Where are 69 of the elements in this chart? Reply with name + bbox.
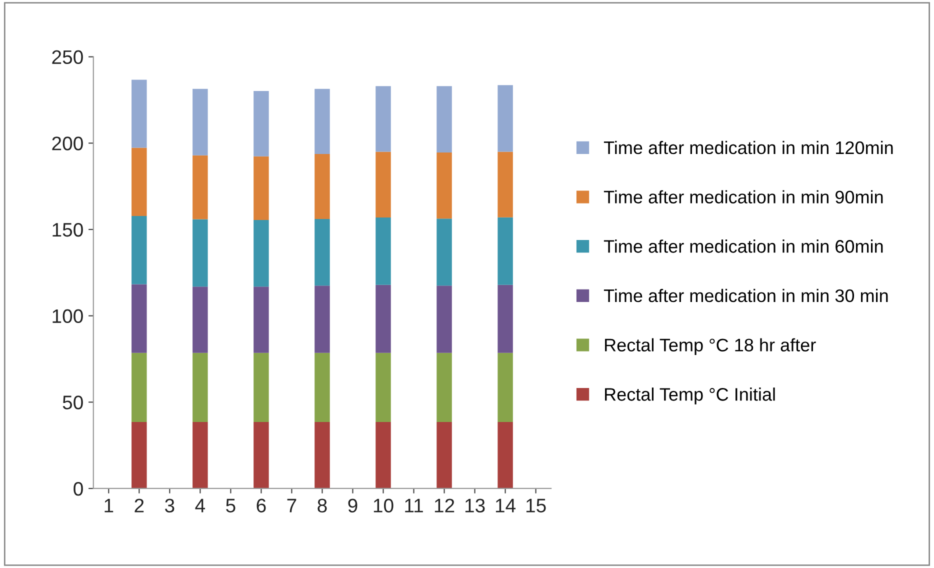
bar bbox=[498, 217, 513, 285]
x-tick-label: 2 bbox=[134, 498, 144, 512]
bar bbox=[498, 152, 513, 218]
bar bbox=[254, 220, 269, 287]
bar bbox=[376, 284, 391, 353]
bar bbox=[254, 352, 269, 422]
x-tick-label: 11 bbox=[405, 498, 423, 512]
bar bbox=[192, 88, 208, 156]
x-tick-label: 4 bbox=[195, 498, 206, 512]
bar bbox=[436, 422, 452, 488]
y-tick-label: 150 bbox=[52, 222, 83, 237]
bar bbox=[436, 352, 452, 422]
bar bbox=[314, 88, 330, 154]
y-tick-label: 50 bbox=[62, 396, 83, 410]
y-tick-label: 100 bbox=[52, 309, 83, 324]
bar bbox=[376, 422, 391, 488]
bar bbox=[192, 219, 208, 287]
bar bbox=[498, 284, 513, 353]
bar bbox=[192, 422, 208, 488]
bar bbox=[436, 86, 452, 152]
x-tick-label: 15 bbox=[526, 498, 546, 512]
bar bbox=[314, 286, 330, 353]
x-tick-label: 6 bbox=[256, 498, 266, 512]
bar bbox=[132, 284, 147, 353]
x-tick-label: 13 bbox=[465, 498, 485, 512]
bar bbox=[376, 218, 391, 285]
bar bbox=[314, 154, 330, 219]
bar bbox=[376, 152, 391, 218]
bar bbox=[254, 90, 269, 156]
x-tick-label: 8 bbox=[318, 498, 327, 512]
x-tick-label: 10 bbox=[374, 498, 394, 512]
bar bbox=[192, 352, 208, 422]
bar bbox=[192, 286, 208, 353]
bar bbox=[314, 218, 330, 286]
x-tick-label: 3 bbox=[165, 498, 174, 512]
bar bbox=[498, 352, 513, 422]
x-tick-label: 14 bbox=[496, 498, 516, 512]
x-tick-label: 9 bbox=[348, 498, 358, 512]
x-tick-label: 5 bbox=[226, 498, 236, 512]
bar bbox=[376, 352, 391, 422]
bar bbox=[254, 156, 269, 220]
bar bbox=[132, 422, 147, 488]
legend-label: Time after medication in min 120min bbox=[604, 140, 893, 154]
bar bbox=[192, 155, 208, 220]
bar bbox=[314, 422, 330, 488]
legend-label: Rectal Temp °C Initial bbox=[605, 388, 775, 404]
bar bbox=[498, 85, 513, 152]
bar bbox=[132, 148, 147, 216]
y-tick-label: 200 bbox=[52, 136, 83, 150]
y-tick-label: 0 bbox=[74, 482, 83, 496]
bar bbox=[254, 286, 269, 353]
x-tick-label: 12 bbox=[434, 498, 454, 512]
bar bbox=[254, 422, 269, 488]
bar bbox=[436, 152, 452, 219]
bar bbox=[376, 86, 391, 152]
legend-label: Time after medication in min 90min bbox=[604, 190, 883, 204]
bar bbox=[436, 218, 452, 286]
x-tick-label: 7 bbox=[287, 498, 296, 512]
y-tick-label: 250 bbox=[52, 50, 83, 64]
bar bbox=[314, 352, 330, 422]
legend-label: Time after medication in min 30 min bbox=[604, 288, 888, 302]
bar bbox=[132, 352, 147, 422]
legend-label: Time after medication in min 60min bbox=[604, 240, 883, 253]
bar bbox=[436, 286, 452, 353]
bar bbox=[132, 216, 147, 284]
legend-label: Rectal Temp °C 18 hr after bbox=[605, 338, 816, 356]
bar bbox=[132, 80, 147, 148]
bar bbox=[498, 422, 513, 488]
x-tick-label: 1 bbox=[104, 498, 114, 512]
